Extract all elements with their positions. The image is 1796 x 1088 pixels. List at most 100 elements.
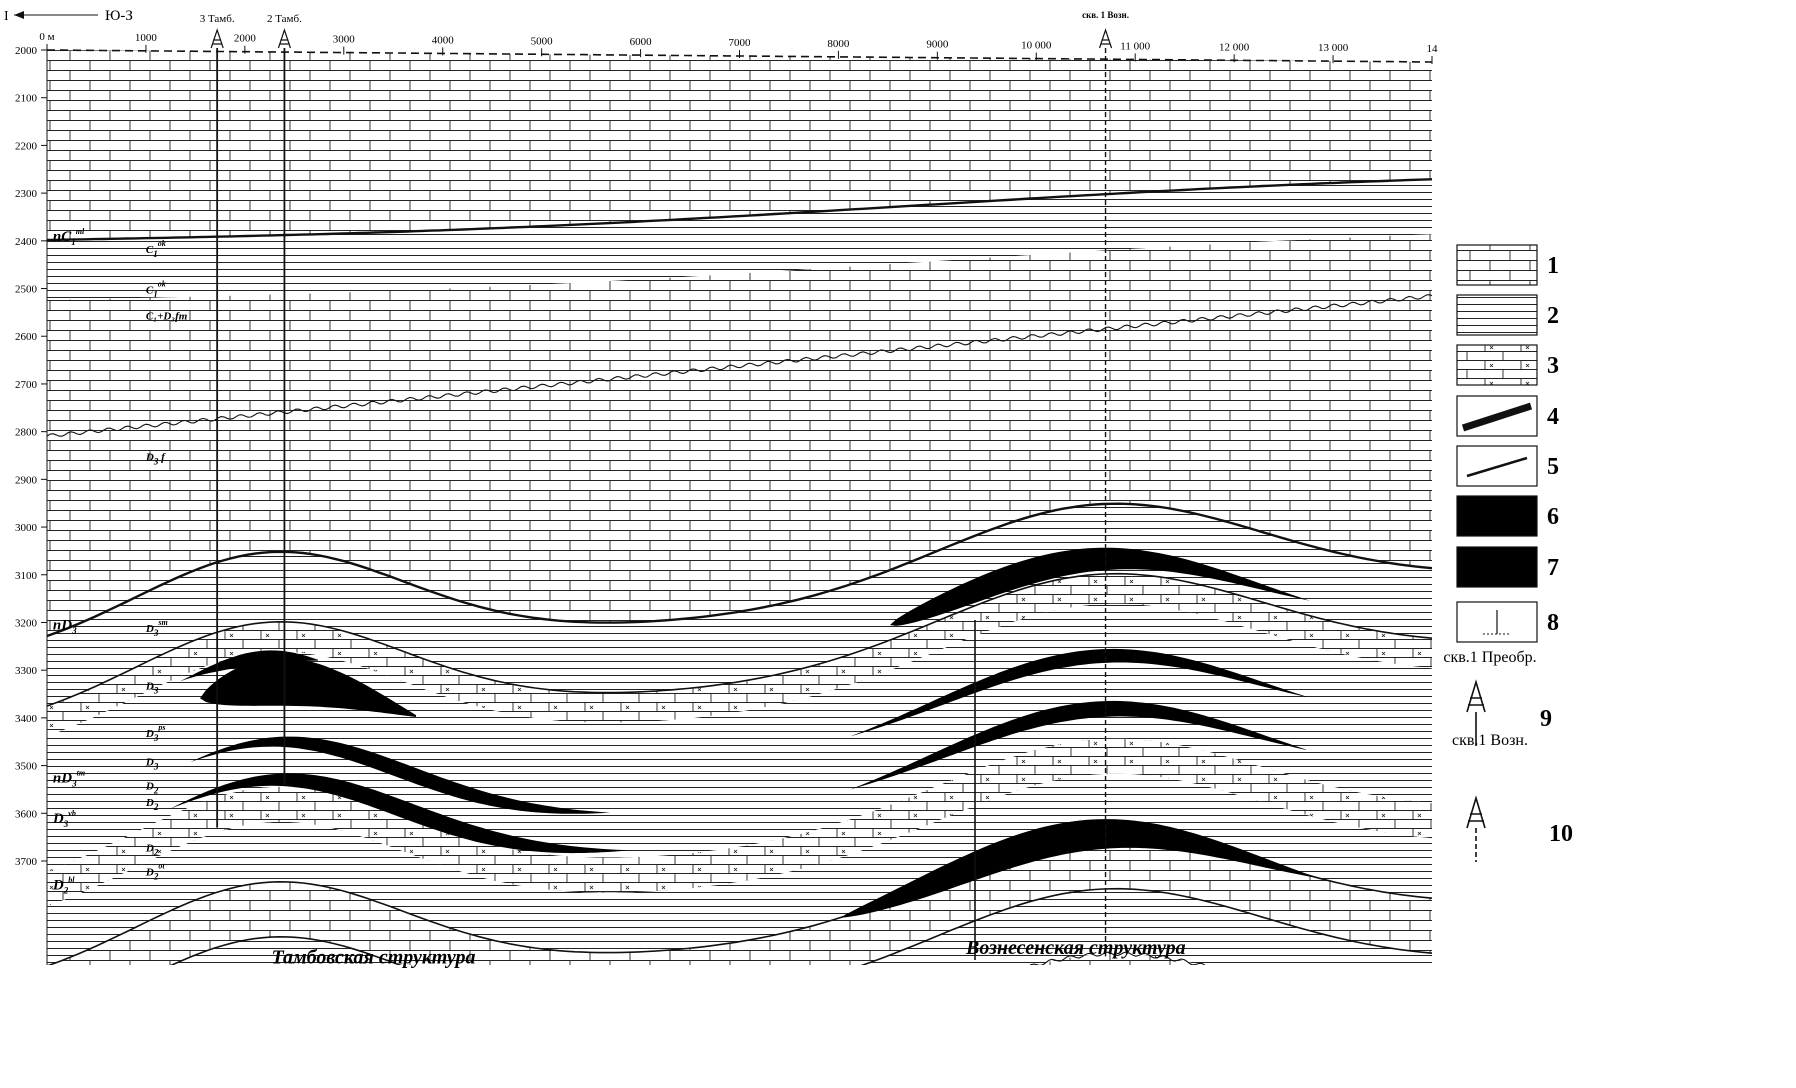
depth-axis: 2000 2100 2200 2300 2400 2500 2600 2700 2800 2900… [15, 45, 48, 965]
depth-tick-label: 3400 [15, 713, 38, 725]
x-tick-label: 1000 [135, 32, 158, 44]
strat-label-sub: 2 [153, 802, 159, 812]
strat-label-sub: 3 [153, 762, 159, 772]
direction-label: Ю-З [105, 8, 133, 24]
legend-thick-line [1461, 402, 1533, 432]
legend-number: 7 [1547, 555, 1559, 581]
strat-label-main: C [146, 244, 154, 256]
legend-caption: скв.1 Преобр. [1443, 649, 1536, 666]
strat-label: nC1ml [53, 227, 85, 247]
x-tick-label: 5000 [531, 35, 554, 47]
strat-label-sub: 3 [71, 626, 77, 636]
legend-item-1: 1 [1456, 244, 1559, 286]
derrick-icon [1098, 28, 1113, 49]
structure-name: Тамбовская структура [271, 947, 475, 969]
strat-label: D3 [145, 757, 159, 772]
x-tick-label: 10 000 [1021, 40, 1052, 52]
x-tick-label: 14 [1427, 43, 1439, 55]
strat-label: D3 [145, 680, 159, 695]
strat-label-sub: 2 [153, 785, 159, 795]
strat-label-suffix: f [158, 451, 166, 463]
legend-number: 6 [1547, 504, 1559, 530]
strat-label-main: nD [53, 618, 72, 634]
strat-label-sub: 3 [153, 628, 159, 638]
x-tick-label: 7000 [729, 37, 752, 49]
depth-tick-label: 2600 [15, 331, 38, 343]
legend-swatch [1456, 546, 1538, 588]
strat-label-sub: 2 [153, 871, 159, 881]
well-name: 2 Тамб. [267, 13, 302, 25]
legend-swatch [1456, 344, 1538, 386]
legend-item-7: 7 [1456, 546, 1559, 588]
well: 2 Тамб. [267, 13, 302, 785]
mudstone-band-fold-4 [47, 888, 1432, 1086]
x-tick-label: 12 000 [1219, 41, 1250, 53]
depth-tick-label: 3500 [15, 761, 38, 773]
strat-label-sub: 3 [71, 778, 77, 788]
mudstone-band-upper [47, 179, 1432, 300]
strat-label: D3 f [145, 451, 166, 466]
well: 3 Тамб. [200, 13, 235, 828]
x-tick-label: 2000 [234, 33, 257, 45]
margin [0, 0, 47, 1088]
well-name: 3 Тамб. [200, 13, 235, 25]
legend-number: 2 [1547, 303, 1559, 329]
legend-number: 8 [1547, 610, 1559, 636]
direction-arrow-head [14, 11, 24, 19]
strat-label: nD3 [53, 618, 77, 636]
oil-deposit [840, 819, 1320, 918]
strat-label: D3sm [145, 618, 168, 638]
strat-label-main: C [146, 284, 154, 296]
x-tick-label: 9000 [926, 39, 949, 51]
strat-label-main: nD [53, 770, 72, 786]
strat-label-sup: ok [158, 279, 166, 288]
strat-label-main: D [145, 866, 154, 878]
dolomite-band-1 [47, 573, 1432, 736]
x-tick-label: 0 м [39, 31, 54, 43]
depth-tick-label: 2000 [15, 45, 38, 57]
strat-label-sub: 1 [153, 249, 158, 259]
x-tick-label: 13 000 [1318, 42, 1349, 54]
legend-number: 10 [1549, 821, 1573, 847]
legend-number: 1 [1547, 253, 1559, 279]
distance-axis: 0 м 1000 2000 3000 4000 5000 6000 7000 8000 9000 1… [39, 31, 1438, 64]
strat-label-sub: 3 [153, 733, 159, 743]
legend-swatch [1456, 495, 1538, 537]
strat-label: C₁+D₃fm [146, 311, 188, 323]
strat-label-main: D [145, 623, 154, 635]
strat-label-sub: 2 [63, 886, 69, 896]
x-tick-label: 11 000 [1120, 40, 1150, 52]
strat-label-sup: ps [157, 723, 165, 732]
strat-label: D2 [145, 780, 159, 795]
boundary-line [46, 572, 1433, 707]
legend-item-10: скв.1 Возн. 10 [1452, 732, 1573, 862]
x-tick-label: 3000 [333, 34, 356, 46]
direction-left-label: I [4, 9, 9, 24]
strat-label-main: D [145, 451, 154, 463]
oil-deposit [850, 700, 1306, 790]
strat-label-sup: ok [158, 239, 166, 248]
strat-label-sub: 3 [153, 456, 159, 466]
strat-label-sup: vb [68, 809, 76, 818]
oil-deposit [890, 547, 1310, 626]
legend-item-2: 2 [1456, 294, 1559, 336]
oil-deposit [200, 657, 416, 717]
derrick-icon [277, 28, 291, 49]
depth-tick-label: 3600 [15, 808, 38, 820]
strat-label-sup: ml [76, 227, 85, 236]
legend-item-6: 6 [1456, 495, 1559, 537]
legend-item-4: 4 [1456, 395, 1559, 437]
depth-tick-label: 2700 [15, 379, 38, 391]
strat-label: C1ok [146, 279, 166, 299]
strat-label-main: nC [53, 229, 72, 245]
depth-tick-label: 2400 [15, 236, 38, 248]
strat-label: D2ot [145, 861, 165, 881]
depth-tick-label: 3000 [15, 522, 38, 534]
wells-group: 3 Тамб. 2 Тамб. скв. 1 Возн. [200, 10, 1129, 957]
strat-label: C1ok [146, 239, 166, 259]
margin [1432, 0, 1796, 1088]
depth-tick-label: 3300 [15, 665, 38, 677]
derrick-icon [1466, 679, 1486, 713]
strat-label-sup: bl [68, 876, 75, 885]
